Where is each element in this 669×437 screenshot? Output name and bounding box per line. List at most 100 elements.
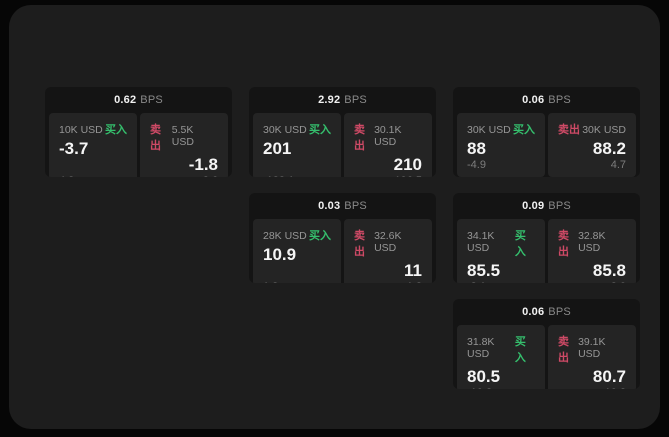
buy-sub-value: 1.3 <box>263 281 331 283</box>
sell-panel[interactable]: 卖出 30K USD 88.2 4.7 <box>548 113 636 177</box>
buy-amount-label: 10K USD <box>59 124 103 136</box>
quote-card-body: 30K USD 买入 201 -188.1 卖出 30.1K USD 210 1… <box>249 113 436 177</box>
buy-panel-top: 30K USD 买入 <box>467 121 535 137</box>
buy-panel-top: 30K USD 买入 <box>263 121 331 137</box>
sell-panel[interactable]: 卖出 5.5K USD -1.8 -2.6 <box>140 113 228 177</box>
bps-spread-header: 0.06 BPS <box>453 87 640 113</box>
sell-side-label: 卖出 <box>150 124 161 152</box>
buy-panel[interactable]: 28K USD 买入 10.9 1.3 <box>253 219 341 283</box>
buy-sub-value: 4.3 <box>59 175 127 177</box>
bps-value: 0.09 <box>522 200 545 212</box>
buy-main-value: 85.5 <box>467 261 501 280</box>
bps-value: 0.06 <box>522 94 545 106</box>
sell-side-label: 卖出 <box>558 336 569 364</box>
sell-side-label: 卖出 <box>354 230 365 258</box>
bps-spread-header: 0.06 BPS <box>453 299 640 325</box>
quote-card: 0.09 BPS 34.1K USD 买入 85.5 -3.1 卖出 32.8K… <box>453 193 640 283</box>
buy-main-value: 10.9 <box>263 245 297 264</box>
sell-main-value: 11 <box>404 261 422 280</box>
sell-side-label: 卖出 <box>558 230 569 258</box>
bps-spread-header: 0.03 BPS <box>249 193 436 219</box>
buy-sub-value: -4.9 <box>467 158 486 171</box>
bps-unit-label: BPS <box>344 200 367 212</box>
bps-value: 0.03 <box>318 200 341 212</box>
bps-value: 0.06 <box>522 306 545 318</box>
quote-card: 0.06 BPS 31.8K USD 买入 80.5 -10.8 卖出 39.1… <box>453 299 640 389</box>
buy-panel-top: 28K USD 买入 <box>263 227 331 243</box>
sell-panel[interactable]: 卖出 32.6K USD 11 -1.8 <box>344 219 432 283</box>
sell-panel[interactable]: 卖出 30.1K USD 210 196.5 <box>344 113 432 177</box>
buy-main-value: 88 <box>467 139 486 158</box>
bps-spread-header: 0.62 BPS <box>45 87 232 113</box>
sell-panel[interactable]: 卖出 39.1K USD 80.7 10.2 <box>548 325 636 389</box>
bps-unit-label: BPS <box>548 94 571 106</box>
quote-card: 0.03 BPS 28K USD 买入 10.9 1.3 卖出 32.6K US… <box>249 193 436 283</box>
quote-card-body: 28K USD 买入 10.9 1.3 卖出 32.6K USD 11 -1.8 <box>249 219 436 283</box>
buy-amount-label: 30K USD <box>263 124 307 136</box>
bps-spread-header: 2.92 BPS <box>249 87 436 113</box>
sell-main-value: 210 <box>393 155 422 174</box>
sell-sub-value: 4.7 <box>610 158 626 171</box>
quote-card-body: 10K USD 买入 -3.7 4.3 卖出 5.5K USD -1.8 -2.… <box>45 113 232 177</box>
buy-panel-top: 31.8K USD 买入 <box>467 333 535 365</box>
quote-card-body: 34.1K USD 买入 85.5 -3.1 卖出 32.8K USD 85.8… <box>453 219 640 283</box>
buy-amount-label: 34.1K USD <box>467 230 495 254</box>
buy-panel[interactable]: 34.1K USD 买入 85.5 -3.1 <box>457 219 545 283</box>
sell-panel-top: 卖出 32.6K USD <box>354 227 422 259</box>
sell-side-label: 卖出 <box>558 124 580 136</box>
buy-panel[interactable]: 30K USD 买入 201 -188.1 <box>253 113 341 177</box>
buy-sub-value: -188.1 <box>263 175 331 177</box>
bps-unit-label: BPS <box>344 94 367 106</box>
sell-amount-label: 32.6K USD <box>374 230 402 254</box>
bps-unit-label: BPS <box>548 200 571 212</box>
buy-panel[interactable]: 30K USD 买入 88 -4.9 <box>457 113 545 177</box>
quote-card-body: 30K USD 买入 88 -4.9 卖出 30K USD 88.2 4.7 <box>453 113 640 177</box>
bps-spread-header: 0.09 BPS <box>453 193 640 219</box>
buy-panel[interactable]: 31.8K USD 买入 80.5 -10.8 <box>457 325 545 389</box>
buy-sub-value: -3.1 <box>467 281 535 283</box>
sell-side-label: 卖出 <box>354 124 365 152</box>
buy-side-label: 买入 <box>309 230 331 242</box>
buy-panel-top: 34.1K USD 买入 <box>467 227 535 259</box>
sell-main-value: 85.8 <box>592 261 626 280</box>
sell-main-value: 88.2 <box>592 139 626 158</box>
buy-panel-top: 10K USD 买入 <box>59 121 127 137</box>
sell-sub-value: -1.8 <box>354 281 422 283</box>
sell-panel-top: 卖出 32.8K USD <box>558 227 626 259</box>
quote-card: 2.92 BPS 30K USD 买入 201 -188.1 卖出 30.1K … <box>249 87 436 177</box>
bps-unit-label: BPS <box>548 306 571 318</box>
buy-main-value: 201 <box>263 139 292 158</box>
buy-side-label: 买入 <box>309 124 331 136</box>
sell-sub-value: 196.5 <box>354 175 422 177</box>
bps-value: 0.62 <box>114 94 137 106</box>
buy-panel[interactable]: 10K USD 买入 -3.7 4.3 <box>49 113 137 177</box>
quote-card: 0.62 BPS 10K USD 买入 -3.7 4.3 卖出 5.5K USD <box>45 87 232 177</box>
quote-card-body: 31.8K USD 买入 80.5 -10.8 卖出 39.1K USD 80.… <box>453 325 640 389</box>
buy-side-label: 买入 <box>513 124 535 136</box>
quote-cards-grid: 0.62 BPS 10K USD 买入 -3.7 4.3 卖出 5.5K USD <box>45 87 640 389</box>
sell-panel-top: 卖出 30K USD <box>558 121 626 137</box>
quote-card: 0.06 BPS 30K USD 买入 88 -4.9 卖出 30K USD <box>453 87 640 177</box>
buy-side-label: 买入 <box>514 230 526 258</box>
sell-panel-top: 卖出 5.5K USD <box>150 121 218 153</box>
app-surface: 0.62 BPS 10K USD 买入 -3.7 4.3 卖出 5.5K USD <box>9 5 660 429</box>
buy-side-label: 买入 <box>105 124 127 136</box>
buy-amount-label: 30K USD <box>467 124 511 136</box>
sell-panel-top: 卖出 30.1K USD <box>354 121 422 153</box>
sell-panel[interactable]: 卖出 32.8K USD 85.8 3.0 <box>548 219 636 283</box>
sell-amount-label: 32.8K USD <box>578 230 606 254</box>
buy-main-value: 80.5 <box>467 367 501 386</box>
sell-sub-value: 10.2 <box>558 387 626 389</box>
sell-main-value: 80.7 <box>592 367 626 386</box>
sell-amount-label: 30K USD <box>582 124 626 136</box>
buy-amount-label: 28K USD <box>263 230 307 242</box>
sell-sub-value: -2.6 <box>150 175 218 177</box>
sell-amount-label: 39.1K USD <box>578 336 606 360</box>
bps-unit-label: BPS <box>140 94 163 106</box>
sell-amount-label: 5.5K USD <box>171 124 194 148</box>
sell-main-value: -1.8 <box>188 155 218 174</box>
sell-sub-value: 3.0 <box>558 281 626 283</box>
buy-amount-label: 31.8K USD <box>467 336 495 360</box>
sell-panel-top: 卖出 39.1K USD <box>558 333 626 365</box>
buy-sub-value: -10.8 <box>467 387 535 389</box>
